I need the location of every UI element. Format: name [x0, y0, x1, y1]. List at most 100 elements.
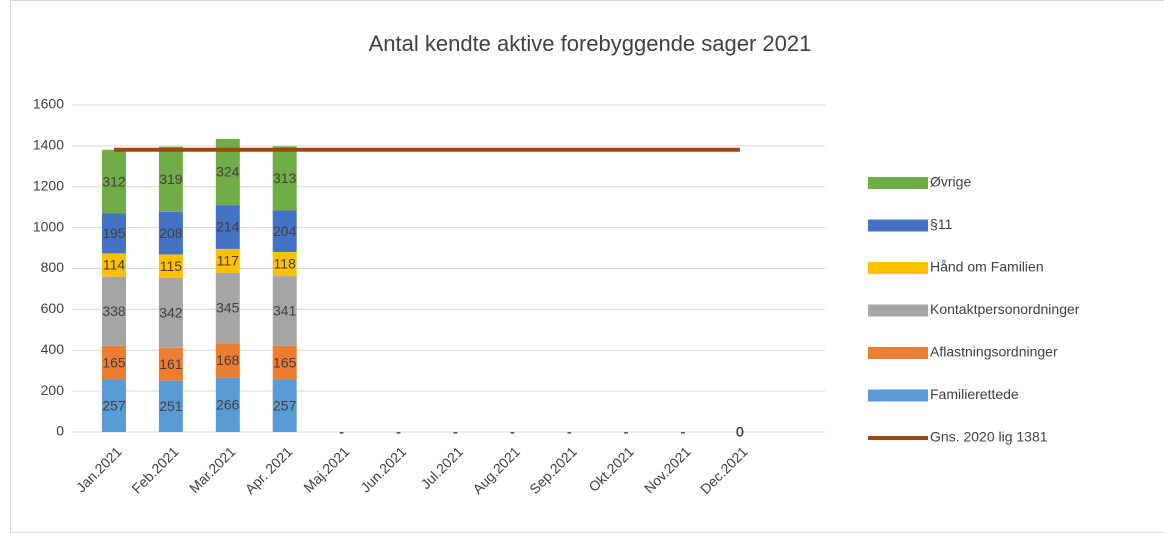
x-tick-label: Nov.2021	[641, 443, 694, 496]
data-label: -	[567, 424, 572, 440]
data-label: 312	[102, 173, 126, 189]
data-label: 165	[102, 354, 126, 370]
data-label: -	[624, 424, 629, 440]
bar-segment	[102, 149, 126, 214]
bar-segment	[158, 254, 183, 278]
x-tick-label: Mar.2021	[186, 443, 239, 496]
data-label: -	[453, 424, 458, 440]
data-label: -	[681, 424, 686, 440]
data-label: 161	[159, 356, 183, 372]
x-tick-label: Jan.2021	[73, 443, 125, 495]
bar-segment	[158, 347, 183, 381]
y-tick-label: 1000	[33, 218, 64, 234]
bar-segment	[158, 146, 183, 212]
data-label: -	[624, 424, 629, 440]
legend-swatch	[868, 219, 928, 232]
y-tick-label: 200	[41, 382, 65, 398]
data-label: 117	[217, 253, 240, 269]
data-label: -	[453, 424, 458, 440]
data-label: -	[453, 424, 458, 440]
data-label: 204	[273, 223, 297, 239]
data-label: -	[624, 424, 629, 440]
y-tick-label: 1400	[33, 137, 64, 153]
data-label: -	[681, 424, 686, 440]
data-label: -	[567, 424, 572, 440]
data-label: 338	[102, 303, 126, 319]
data-label: -	[453, 424, 458, 440]
data-label: 0	[736, 424, 744, 440]
data-label: 0	[736, 424, 744, 440]
data-label: -	[396, 424, 401, 440]
bar-segment	[272, 146, 297, 211]
data-label: -	[567, 424, 572, 440]
y-tick-label: 800	[41, 259, 65, 275]
data-label: 214	[216, 219, 240, 235]
x-tick-label: Jun.2021	[357, 443, 409, 495]
data-label: -	[510, 424, 515, 440]
x-tick-label: Aug.2021	[469, 443, 523, 497]
bar-segment	[102, 345, 126, 380]
x-tick-label: Sep.2021	[526, 443, 580, 497]
legend-swatch	[868, 177, 928, 189]
bar-segment	[272, 276, 297, 346]
bar-segment	[102, 379, 126, 432]
bar-segment	[158, 277, 183, 348]
data-label: 118	[274, 256, 297, 272]
bar-segment	[272, 210, 297, 252]
data-label: 341	[273, 303, 297, 319]
bar-segment	[272, 345, 297, 380]
data-label: -	[624, 424, 629, 440]
data-label: 195	[102, 225, 126, 241]
data-label: 114	[103, 257, 126, 273]
data-label: 165	[273, 354, 297, 370]
chart-title: Antal kendte aktive forebyggende sager 2…	[369, 31, 812, 56]
bar-segment	[272, 251, 297, 277]
data-label: -	[339, 424, 344, 440]
x-tick-label: Apr. 2021	[242, 443, 296, 497]
data-label: 0	[736, 424, 744, 440]
data-label: -	[510, 424, 515, 440]
x-tick-label: Maj.2021	[300, 443, 352, 495]
bar-segment	[272, 379, 297, 432]
bar-segment	[158, 380, 183, 432]
legend-label: Kontaktpersonordninger	[930, 301, 1080, 317]
data-label: -	[339, 424, 344, 440]
bar-segment	[102, 213, 126, 254]
data-label: -	[567, 424, 572, 440]
data-label: 345	[216, 300, 240, 316]
legend-swatch	[868, 304, 928, 317]
legend-label: Aflastningsordninger	[930, 344, 1058, 360]
data-label: -	[624, 424, 629, 440]
data-label: 324	[216, 164, 240, 180]
data-label: 257	[102, 397, 126, 413]
data-label: -	[510, 424, 515, 440]
bar-segment	[215, 248, 240, 273]
data-label: -	[567, 424, 572, 440]
data-label: 319	[159, 171, 183, 187]
data-label: 251	[159, 398, 183, 414]
x-tick-label: Dec.2021	[697, 443, 751, 497]
x-tick-label: Jul.2021	[417, 443, 466, 492]
data-label: -	[453, 424, 458, 440]
data-label: -	[396, 424, 401, 440]
legend-label: Gns. 2020 lig 1381	[930, 429, 1048, 445]
data-label: 168	[216, 352, 240, 368]
data-label: -	[567, 424, 572, 440]
data-label: -	[624, 424, 629, 440]
y-tick-label: 600	[41, 300, 65, 316]
data-label: 313	[273, 170, 297, 186]
data-label: -	[396, 424, 401, 440]
data-label: -	[339, 424, 344, 440]
data-label: -	[510, 424, 515, 440]
data-label: -	[510, 424, 515, 440]
bar-segment	[102, 253, 126, 277]
bar-segment	[215, 377, 240, 432]
legend-swatch	[868, 389, 928, 402]
data-label: -	[396, 424, 401, 440]
legend-label: Hånd om Familien	[930, 259, 1044, 275]
data-label: 0	[736, 424, 744, 440]
x-tick-label: Okt.2021	[585, 443, 637, 495]
data-label: 342	[159, 305, 183, 321]
bar-segment	[102, 276, 126, 346]
